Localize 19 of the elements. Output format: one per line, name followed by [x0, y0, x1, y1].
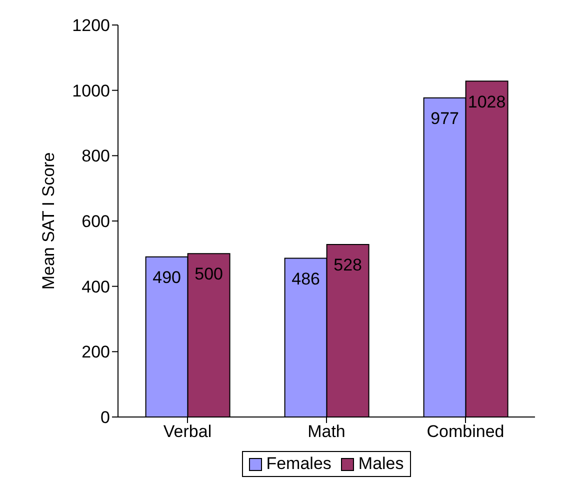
x-tick-label: Verbal: [163, 422, 212, 442]
data-label: 486: [292, 269, 320, 288]
y-tick-label: 1000: [72, 81, 110, 100]
data-label: 1028: [468, 92, 506, 112]
y-tick-label: 600: [82, 212, 110, 232]
legend-label: Females: [266, 454, 332, 474]
data-label: 490: [152, 268, 181, 288]
legend-label: Males: [358, 454, 404, 474]
y-tick-label: 800: [82, 146, 110, 166]
data-label: 977: [430, 108, 459, 128]
x-tick-label: Math: [308, 422, 346, 442]
data-label: 500: [194, 264, 223, 284]
y-tick-label: 400: [82, 277, 110, 296]
y-tick-label: 1200: [72, 16, 110, 36]
y-tick-label: 0: [100, 408, 110, 428]
y-tick-label: 200: [82, 342, 110, 362]
y-axis-title: Mean SAT I Score: [39, 152, 58, 290]
x-tick-label: Combined: [426, 422, 504, 442]
data-label: 528: [334, 256, 362, 275]
